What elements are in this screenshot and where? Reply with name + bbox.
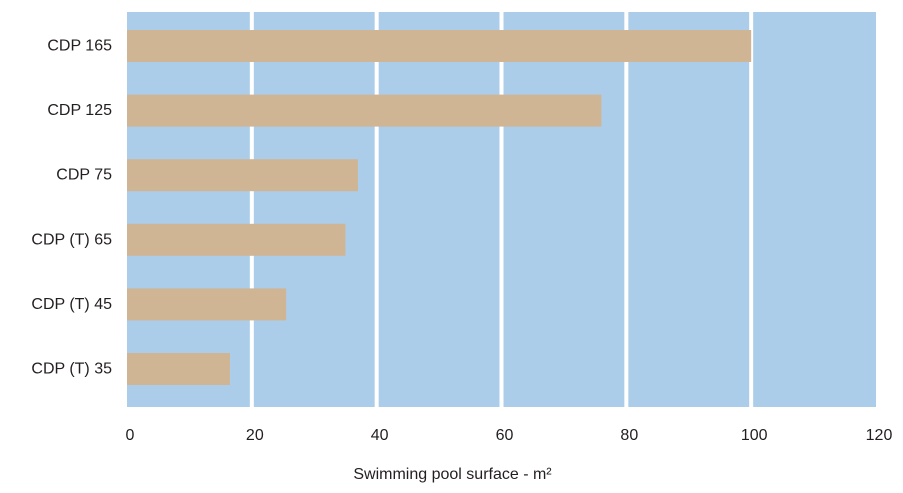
category-labels: CDP 165 CDP 125 CDP 75 CDP (T) 65 CDP (T) 45… bbox=[31, 38, 112, 378]
bar-cdp-165 bbox=[127, 30, 751, 62]
category-label: CDP (T) 65 bbox=[31, 231, 112, 248]
category-label: CDP 125 bbox=[47, 102, 112, 119]
category-label: CDP 75 bbox=[56, 167, 112, 184]
category-label: CDP (T) 45 bbox=[31, 296, 112, 313]
x-tick-label: 60 bbox=[496, 427, 514, 444]
bar-cdp-t-35 bbox=[127, 353, 230, 385]
bar-cdp-t-65 bbox=[127, 224, 345, 256]
bar-cdp-75 bbox=[127, 159, 358, 191]
x-tick-label: 20 bbox=[246, 427, 264, 444]
x-tick-label: 100 bbox=[741, 427, 768, 444]
x-tick-label: 120 bbox=[866, 427, 893, 444]
x-tick-labels: 0 20 40 60 80 100 120 bbox=[126, 427, 893, 444]
bar-cdp-t-45 bbox=[127, 288, 286, 320]
x-axis-title: Swimming pool surface - m² bbox=[0, 466, 903, 484]
x-tick-label: 80 bbox=[620, 427, 638, 444]
x-tick-label: 0 bbox=[126, 427, 135, 444]
category-label: CDP 165 bbox=[47, 38, 112, 55]
bar-cdp-125 bbox=[127, 95, 601, 127]
x-tick-label: 40 bbox=[371, 427, 389, 444]
category-label: CDP (T) 35 bbox=[31, 361, 112, 378]
